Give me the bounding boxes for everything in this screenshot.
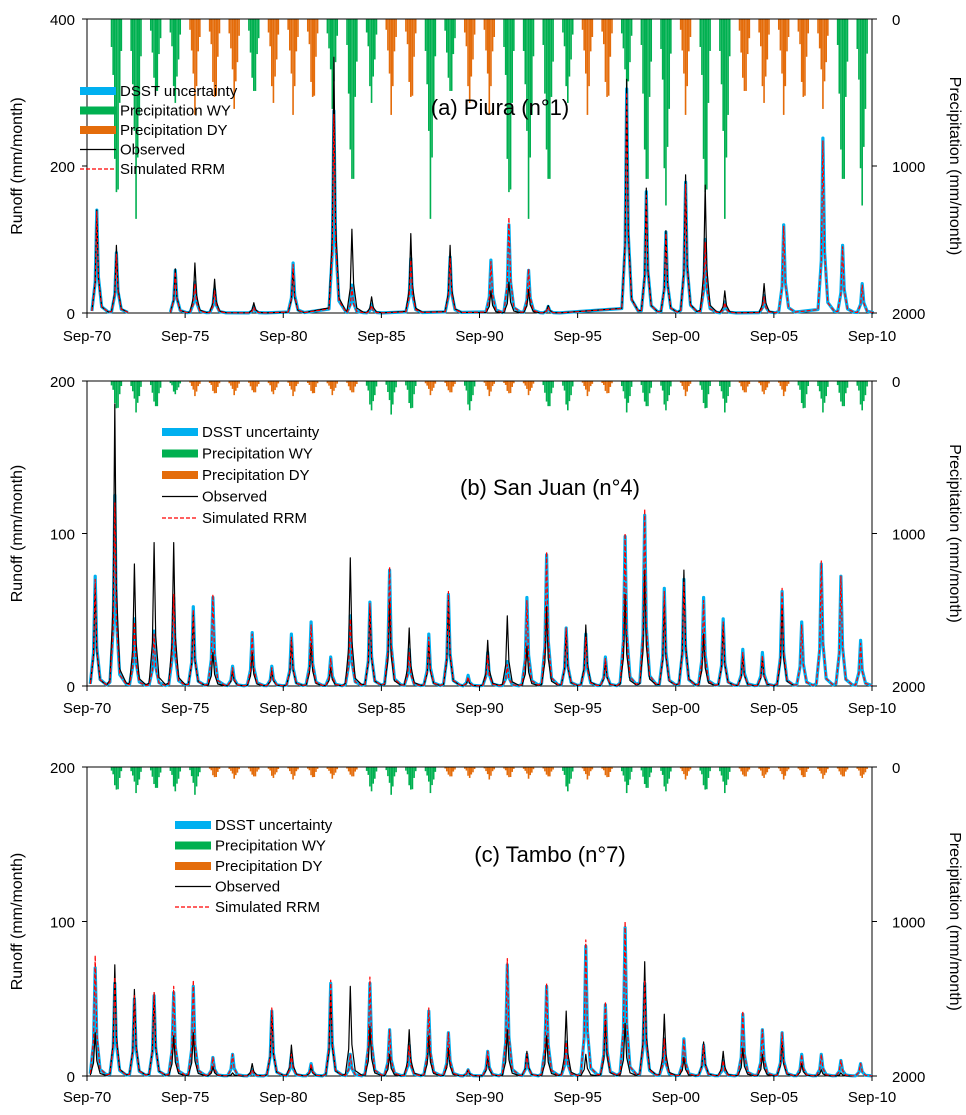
x-tick-label: Sep-05 xyxy=(750,1089,798,1106)
series-line-simulated-rrm xyxy=(89,920,873,1077)
y-tick-label: 200 xyxy=(50,374,75,391)
series-line-simulated-rrm xyxy=(89,502,873,687)
legend-label: Precipitation DY xyxy=(202,467,310,484)
x-tick-label: Sep-95 xyxy=(553,1089,601,1106)
y-tick-label-right: 1000 xyxy=(892,915,925,932)
legend-label: Simulated RRM xyxy=(202,510,307,527)
legend-label: DSST uncertainty xyxy=(215,817,333,834)
x-tick-label: Sep-95 xyxy=(553,700,601,717)
legend-label: Precipitation WY xyxy=(120,103,231,120)
x-tick-label: Sep-80 xyxy=(259,328,307,345)
y-tick-label: 400 xyxy=(50,12,75,29)
legend-label: Observed xyxy=(202,489,267,506)
panel-title: (c) Tambo (n°7) xyxy=(474,842,625,867)
series-line-dsst-uncertainty xyxy=(88,926,873,1078)
x-tick-label: Sep-90 xyxy=(455,700,503,717)
y-tick-label: 100 xyxy=(50,915,75,932)
x-tick-label: Sep-85 xyxy=(357,700,405,717)
legend-swatch xyxy=(162,471,198,479)
x-tick-label: Sep-00 xyxy=(652,1089,700,1106)
y-tick-label-right: 0 xyxy=(892,760,900,777)
x-tick-label: Sep-70 xyxy=(63,1089,111,1106)
x-tick-label: Sep-90 xyxy=(455,1089,503,1106)
legend-label: Observed xyxy=(215,879,280,896)
x-tick-label: Sep-05 xyxy=(750,700,798,717)
panel-title: (a) Piura (n°1) xyxy=(431,95,569,120)
chart-panel-2: Sep-70 Sep-75 Sep-80 Sep-85 Sep-90 Sep-95 Sep-… xyxy=(9,374,963,717)
y-tick-label-right: 0 xyxy=(892,374,900,391)
legend-label: DSST uncertainty xyxy=(202,424,320,441)
legend-swatch xyxy=(162,449,198,458)
x-tick-label: Sep-70 xyxy=(63,328,111,345)
legend-label: Precipitation DY xyxy=(215,858,323,875)
series-line-dsst-uncertainty xyxy=(168,87,874,315)
legend-label: Simulated RRM xyxy=(215,899,320,916)
legend-label: Precipitation DY xyxy=(120,122,228,139)
legend-swatch xyxy=(175,821,211,829)
series-line-simulated-rrm xyxy=(91,211,129,313)
x-tick-label: Sep-85 xyxy=(357,328,405,345)
x-tick-label: Sep-85 xyxy=(357,1089,405,1106)
legend-swatch xyxy=(80,87,116,95)
x-tick-label: Sep-00 xyxy=(652,328,700,345)
legend-label: Simulated RRM xyxy=(120,161,225,178)
x-tick-label: Sep-10 xyxy=(848,700,896,717)
x-tick-label: Sep-10 xyxy=(848,1089,896,1106)
x-tick-label: Sep-80 xyxy=(259,700,307,717)
legend-label: Precipitation WY xyxy=(202,446,313,463)
chart-panel-3: Sep-70 Sep-75 Sep-80 Sep-85 Sep-90 Sep-95 Sep-… xyxy=(9,760,963,1106)
y-tick-label: 0 xyxy=(67,306,75,323)
y-tick-label: 200 xyxy=(50,760,75,777)
y-tick-label-right: 1000 xyxy=(892,527,925,544)
x-tick-label: Sep-80 xyxy=(259,1089,307,1106)
legend-label: DSST uncertainty xyxy=(120,83,238,100)
y-tick-label-right: 1000 xyxy=(892,159,925,176)
legend-swatch xyxy=(80,126,116,134)
legend-swatch xyxy=(80,106,116,115)
chart-panel-1: Sep-70 Sep-75 Sep-80 Sep-85 Sep-90 Sep-95 Sep-… xyxy=(9,12,963,345)
x-tick-label: Sep-70 xyxy=(63,700,111,717)
x-tick-label: Sep-05 xyxy=(750,328,798,345)
y-tick-label-right: 2000 xyxy=(892,679,925,696)
y-axis-title: Runoff (mm/month) xyxy=(9,465,26,603)
x-tick-label: Sep-95 xyxy=(553,328,601,345)
legend-label: Precipitation WY xyxy=(215,838,326,855)
legend-swatch xyxy=(175,841,211,850)
y-tick-label-right: 0 xyxy=(892,12,900,29)
x-tick-label: Sep-00 xyxy=(652,700,700,717)
y-tick-label-right: 2000 xyxy=(892,306,925,323)
y-axis-title-right: Precipitation (mm/month) xyxy=(946,832,963,1011)
legend-swatch xyxy=(162,428,198,436)
y-axis-title: Runoff (mm/month) xyxy=(9,853,26,991)
x-tick-label: Sep-75 xyxy=(161,700,209,717)
y-axis-title-right: Precipitation (mm/month) xyxy=(946,444,963,623)
y-tick-label-right: 2000 xyxy=(892,1069,925,1086)
x-tick-label: Sep-10 xyxy=(848,328,896,345)
legend-label: Observed xyxy=(120,142,185,159)
legend-swatch xyxy=(175,862,211,870)
y-axis-title-right: Precipitation (mm/month) xyxy=(946,77,963,256)
x-tick-label: Sep-75 xyxy=(161,328,209,345)
series-line-observed xyxy=(89,961,853,1077)
y-tick-label: 0 xyxy=(67,1069,75,1086)
y-tick-label: 100 xyxy=(50,527,75,544)
y-tick-label: 0 xyxy=(67,679,75,696)
x-tick-label: Sep-90 xyxy=(455,328,503,345)
x-tick-label: Sep-75 xyxy=(161,1089,209,1106)
y-axis-title: Runoff (mm/month) xyxy=(9,97,26,235)
panel-title: (b) San Juan (n°4) xyxy=(460,475,640,500)
y-tick-label: 200 xyxy=(50,159,75,176)
series-line-simulated-rrm xyxy=(169,91,874,314)
